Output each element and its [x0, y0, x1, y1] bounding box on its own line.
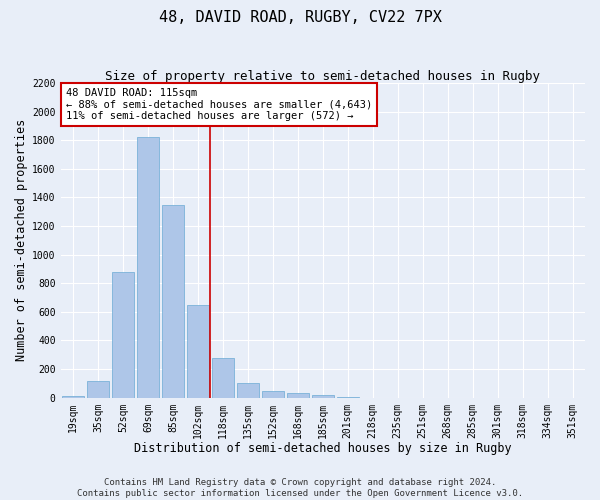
Bar: [161, 204, 184, 398]
Text: Contains HM Land Registry data © Crown copyright and database right 2024.
Contai: Contains HM Land Registry data © Crown c…: [77, 478, 523, 498]
Text: 48 DAVID ROAD: 115sqm
← 88% of semi-detached houses are smaller (4,643)
11% of s: 48 DAVID ROAD: 115sqm ← 88% of semi-deta…: [66, 88, 372, 121]
Y-axis label: Number of semi-detached properties: Number of semi-detached properties: [15, 119, 28, 362]
Bar: [112, 272, 134, 398]
Bar: [187, 304, 209, 398]
Bar: [87, 380, 109, 398]
Bar: [311, 395, 334, 398]
Text: 48, DAVID ROAD, RUGBY, CV22 7PX: 48, DAVID ROAD, RUGBY, CV22 7PX: [158, 10, 442, 25]
Bar: [236, 384, 259, 398]
Bar: [62, 396, 84, 398]
Title: Size of property relative to semi-detached houses in Rugby: Size of property relative to semi-detach…: [105, 70, 540, 83]
Bar: [337, 397, 359, 398]
Bar: [137, 138, 159, 398]
X-axis label: Distribution of semi-detached houses by size in Rugby: Distribution of semi-detached houses by …: [134, 442, 512, 455]
Bar: [287, 394, 309, 398]
Bar: [262, 392, 284, 398]
Bar: [212, 358, 234, 398]
